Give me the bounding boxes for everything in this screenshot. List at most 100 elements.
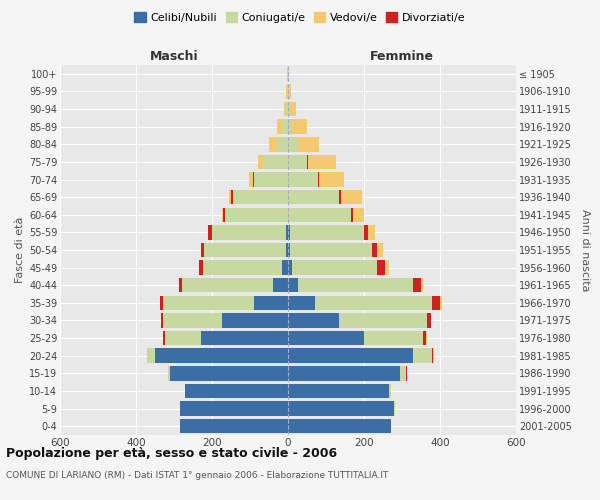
Bar (179, 278, 182, 292)
Bar (254, 172, 288, 186)
Bar (288, 120, 292, 134)
Bar (288, 331, 364, 345)
Bar (350, 208, 353, 222)
Bar (155, 348, 288, 363)
Bar (288, 172, 319, 186)
Bar (307, 154, 308, 169)
Bar (364, 331, 423, 345)
Bar (289, 84, 290, 98)
Bar (288, 348, 413, 363)
Bar (286, 243, 288, 257)
Y-axis label: Fasce di età: Fasce di età (14, 217, 25, 283)
Bar (290, 243, 371, 257)
Bar (377, 243, 383, 257)
Bar (148, 348, 155, 363)
Bar (288, 419, 391, 434)
Bar (163, 331, 164, 345)
Bar (287, 66, 288, 81)
Bar (385, 260, 389, 275)
Text: Femmine: Femmine (370, 50, 434, 62)
Bar (249, 172, 253, 186)
Bar (288, 296, 314, 310)
Bar (340, 314, 427, 328)
Bar (164, 331, 200, 345)
Bar (400, 366, 406, 380)
Bar (287, 84, 288, 98)
Bar (200, 243, 205, 257)
Bar (288, 278, 298, 292)
Bar (185, 384, 288, 398)
Bar (199, 260, 203, 275)
Y-axis label: Anni di nascita: Anni di nascita (580, 209, 590, 291)
Bar (180, 419, 288, 434)
Bar (389, 384, 391, 398)
Bar (288, 137, 298, 152)
Bar (231, 190, 233, 204)
Bar (433, 348, 434, 363)
Bar (163, 314, 221, 328)
Bar (286, 225, 288, 240)
Bar (314, 296, 433, 310)
Bar (298, 137, 319, 152)
Bar (368, 225, 376, 240)
Bar (221, 314, 288, 328)
Bar (288, 84, 289, 98)
Text: Popolazione per età, sesso e stato civile - 2006: Popolazione per età, sesso e stato civil… (6, 448, 337, 460)
Bar (212, 225, 286, 240)
Bar (292, 120, 307, 134)
Bar (288, 190, 340, 204)
Bar (433, 296, 440, 310)
Bar (277, 137, 288, 152)
Bar (288, 208, 350, 222)
Bar (288, 154, 307, 169)
Bar (254, 296, 288, 310)
Bar (308, 154, 336, 169)
Bar (421, 278, 423, 292)
Bar (364, 225, 368, 240)
Bar (263, 154, 288, 169)
Bar (277, 120, 283, 134)
Bar (223, 208, 226, 222)
Bar (288, 384, 389, 398)
Bar (353, 208, 364, 222)
Bar (423, 331, 426, 345)
Bar (290, 225, 364, 240)
Bar (269, 137, 277, 152)
Bar (205, 243, 286, 257)
Bar (288, 402, 394, 416)
Bar (160, 296, 163, 310)
Bar (200, 331, 288, 345)
Bar (288, 102, 290, 117)
Bar (229, 190, 231, 204)
Bar (257, 154, 263, 169)
Bar (288, 314, 340, 328)
Bar (203, 260, 283, 275)
Bar (298, 278, 413, 292)
Bar (170, 366, 288, 380)
Legend: Celibi/Nubili, Coniugati/e, Vedovi/e, Divorziati/e: Celibi/Nubili, Coniugati/e, Vedovi/e, Di… (130, 8, 470, 28)
Bar (182, 278, 273, 292)
Bar (221, 208, 223, 222)
Bar (288, 243, 290, 257)
Bar (273, 278, 288, 292)
Bar (426, 331, 427, 345)
Bar (440, 296, 442, 310)
Bar (319, 172, 344, 186)
Bar (406, 366, 407, 380)
Bar (283, 120, 288, 134)
Bar (413, 348, 433, 363)
Bar (377, 260, 385, 275)
Bar (394, 402, 395, 416)
Bar (288, 66, 289, 81)
Bar (146, 348, 148, 363)
Bar (292, 260, 377, 275)
Bar (161, 314, 163, 328)
Bar (163, 296, 254, 310)
Bar (283, 260, 288, 275)
Bar (168, 366, 170, 380)
Bar (253, 172, 254, 186)
Bar (284, 102, 286, 117)
Bar (290, 102, 296, 117)
Bar (288, 225, 290, 240)
Bar (286, 102, 288, 117)
